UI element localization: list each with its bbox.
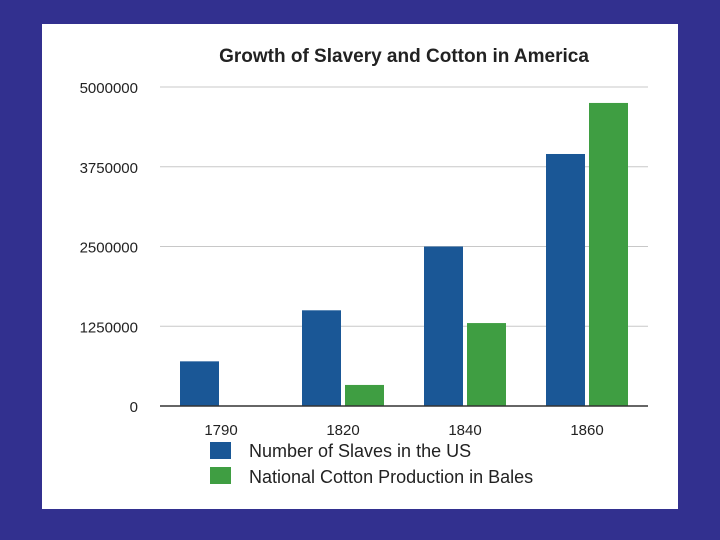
bars	[180, 102, 628, 406]
bar-cotton-1820	[345, 384, 384, 406]
bar-cotton-1860	[589, 102, 628, 406]
legend-swatch-cotton	[210, 467, 231, 484]
y-axis-tick-labels: 0 1250000 2500000 3750000 5000000	[80, 80, 138, 416]
y-tick-label: 3750000	[80, 160, 138, 177]
x-tick-label: 1840	[448, 422, 481, 439]
bar-slaves-1860	[546, 153, 585, 406]
chart-title: Growth of Slavery and Cotton in America	[219, 46, 589, 67]
x-tick-label: 1790	[204, 422, 237, 439]
x-axis-tick-labels: 1790 1820 1840 1860	[204, 422, 603, 439]
legend: Number of Slaves in the US National Cott…	[210, 441, 533, 487]
y-tick-label: 2500000	[80, 240, 138, 257]
bar-slaves-1790	[180, 361, 219, 406]
bar-chart: Growth of Slavery and Cotton in America …	[80, 46, 648, 487]
y-tick-label: 1250000	[80, 319, 138, 336]
y-tick-label: 5000000	[80, 80, 138, 97]
legend-label-slaves: Number of Slaves in the US	[249, 441, 471, 461]
y-tick-label: 0	[130, 399, 138, 416]
chart-panel: Growth of Slavery and Cotton in America …	[42, 24, 678, 509]
bar-slaves-1840	[424, 246, 463, 406]
x-tick-label: 1820	[326, 422, 359, 439]
bar-cotton-1840	[467, 323, 506, 406]
legend-swatch-slaves	[210, 442, 231, 459]
x-tick-label: 1860	[570, 422, 603, 439]
bar-slaves-1820	[302, 310, 341, 406]
legend-label-cotton: National Cotton Production in Bales	[249, 467, 533, 487]
